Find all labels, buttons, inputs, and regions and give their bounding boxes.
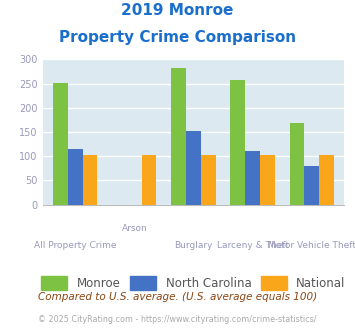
- Legend: Monroe, North Carolina, National: Monroe, North Carolina, National: [37, 272, 350, 295]
- Text: Compared to U.S. average. (U.S. average equals 100): Compared to U.S. average. (U.S. average …: [38, 292, 317, 302]
- Bar: [171, 68, 186, 205]
- Bar: [142, 155, 157, 205]
- Text: 2019 Monroe: 2019 Monroe: [121, 3, 234, 18]
- Bar: [82, 155, 97, 205]
- Text: Larceny & Theft: Larceny & Theft: [217, 241, 289, 250]
- Bar: [319, 155, 334, 205]
- Text: Arson: Arson: [121, 224, 147, 233]
- Text: Motor Vehicle Theft: Motor Vehicle Theft: [268, 241, 355, 250]
- Bar: [245, 151, 260, 205]
- Text: Property Crime Comparison: Property Crime Comparison: [59, 30, 296, 45]
- Bar: [260, 155, 275, 205]
- Bar: [68, 149, 83, 205]
- Text: All Property Crime: All Property Crime: [34, 241, 116, 250]
- Bar: [186, 131, 201, 205]
- Bar: [290, 123, 305, 205]
- Bar: [230, 80, 245, 205]
- Text: Burglary: Burglary: [174, 241, 213, 250]
- Text: © 2025 CityRating.com - https://www.cityrating.com/crime-statistics/: © 2025 CityRating.com - https://www.city…: [38, 315, 317, 324]
- Bar: [201, 155, 216, 205]
- Bar: [304, 166, 319, 205]
- Bar: [53, 82, 68, 205]
